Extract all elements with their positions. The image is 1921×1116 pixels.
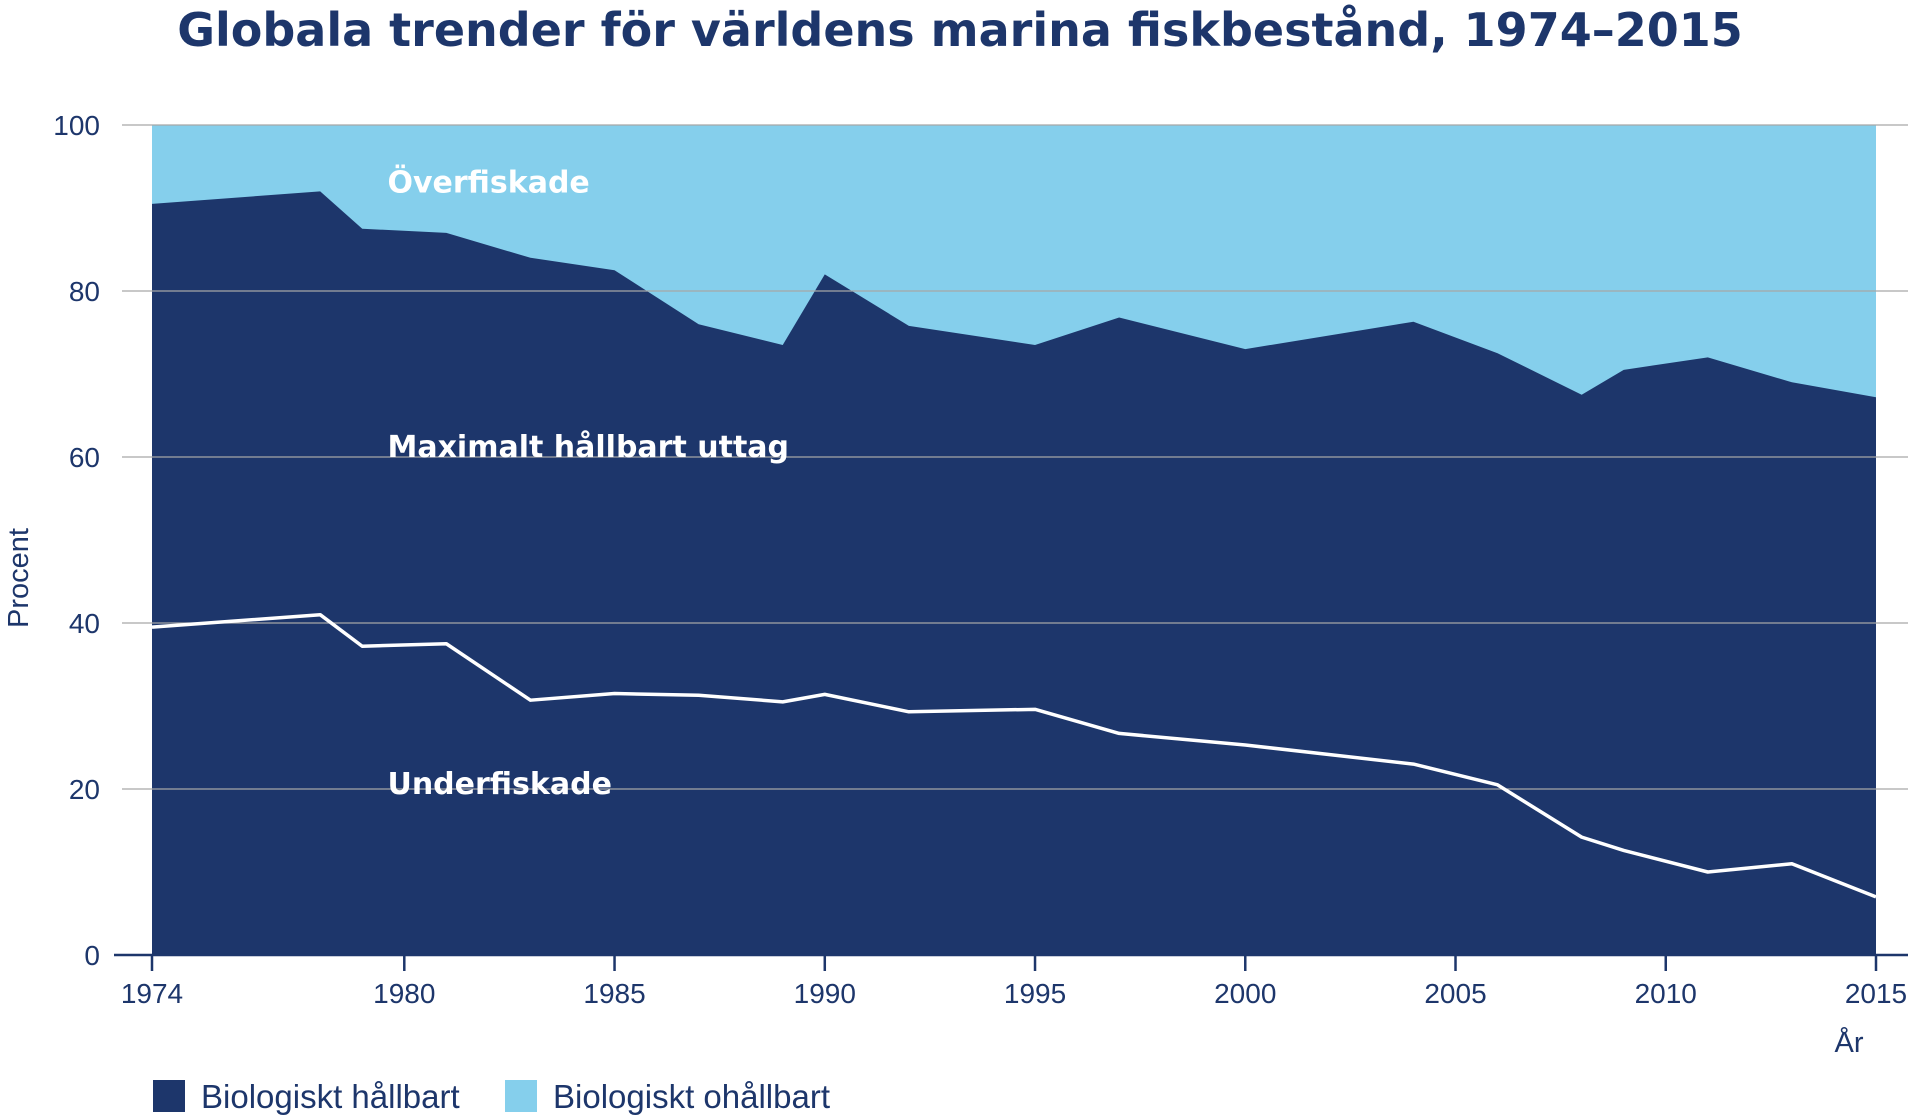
legend-label-0: Biologiskt hållbart: [201, 1078, 460, 1115]
region-label-2: Underfiskade: [387, 767, 611, 802]
y-tick-0: 0: [84, 940, 100, 971]
underfished-line: [151, 612, 1877, 899]
legend: Biologiskt hållbart Biologiskt ohållbart: [153, 1078, 830, 1115]
axes: 0 20 40 60 80 100 1974 1980 1985 1990 1995 2000 2005…: [53, 110, 1908, 1009]
y-tick-80: 80: [69, 276, 100, 307]
x-tick-1980: 1980: [373, 978, 435, 1009]
x-tick-1985: 1985: [583, 978, 645, 1009]
y-tick-60: 60: [69, 442, 100, 473]
y-tick-100: 100: [53, 110, 100, 141]
x-tick-2015: 2015: [1845, 978, 1907, 1009]
x-axis-title: År: [1835, 1026, 1864, 1059]
x-tick-1974: 1974: [121, 978, 183, 1009]
x-tick-1990: 1990: [794, 978, 856, 1009]
legend-label-1: Biologiskt ohållbart: [553, 1078, 830, 1115]
region-label-1: Maximalt hållbart uttag: [387, 429, 789, 465]
y-tick-20: 20: [69, 774, 100, 805]
x-tick-2005: 2005: [1424, 978, 1486, 1009]
x-tick-2000: 2000: [1214, 978, 1276, 1009]
underfished-line-layer: [151, 612, 1877, 899]
x-tick-2010: 2010: [1635, 978, 1697, 1009]
y-tick-40: 40: [69, 608, 100, 639]
x-tick-1995: 1995: [1004, 978, 1066, 1009]
area-layer: [152, 125, 1876, 955]
area-biologiskt-hallbart: [152, 191, 1876, 955]
gridlines: [122, 124, 1908, 790]
legend-swatch-1: [505, 1080, 537, 1112]
region-label-0: Överfiskade: [387, 163, 589, 200]
region-labels: Överfiskade Maximalt hållbart uttag Underf…: [387, 163, 789, 802]
chart-title: Globala trender för världens marina fisk…: [177, 3, 1742, 57]
legend-swatch-0: [153, 1080, 185, 1112]
y-axis-title: Procent: [3, 528, 35, 628]
